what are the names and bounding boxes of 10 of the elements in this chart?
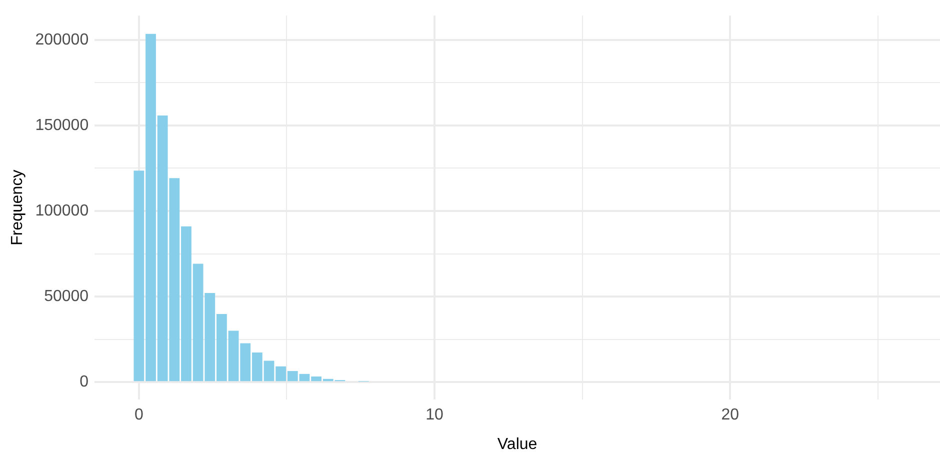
x-tick-label: 10	[426, 406, 444, 424]
x-tick-label: 20	[721, 406, 740, 424]
y-tick-label: 200000	[35, 31, 89, 48]
y-tick-label: 50000	[44, 288, 89, 305]
x-tick-label: 0	[134, 406, 144, 424]
x-axis-title: Value	[497, 436, 538, 453]
y-tick-label: 100000	[35, 202, 89, 220]
y-tick-label: 0	[80, 374, 89, 391]
y-tick-label: 150000	[35, 116, 89, 134]
y-axis-title: Frequency	[9, 170, 26, 246]
